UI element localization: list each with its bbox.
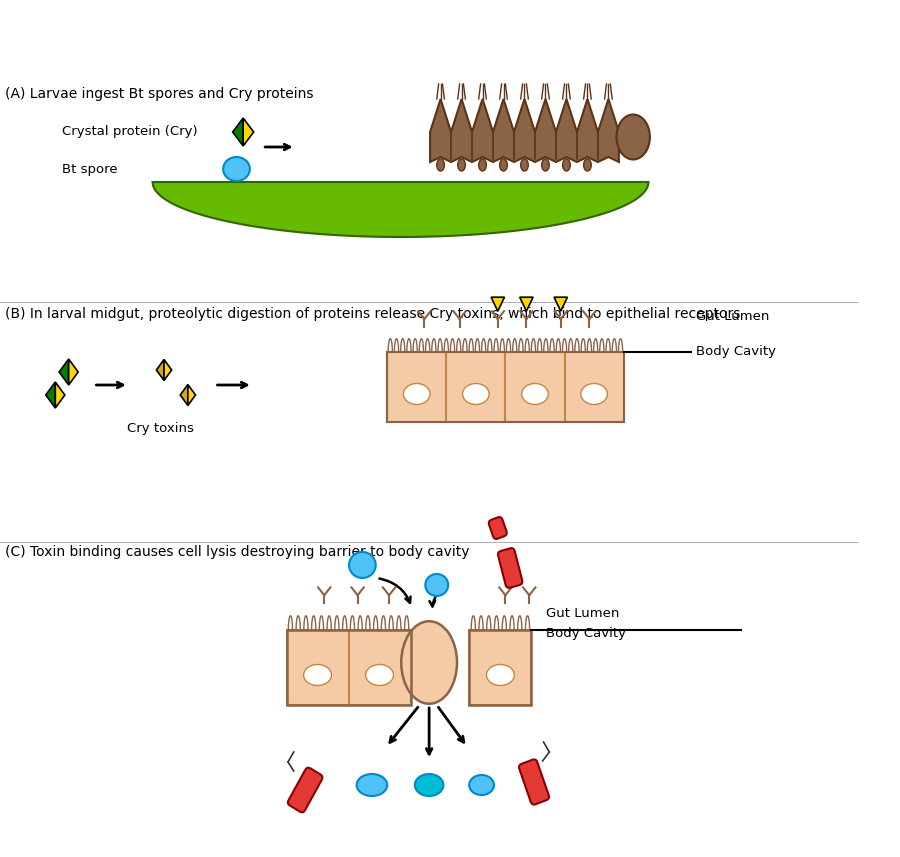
Ellipse shape	[401, 621, 457, 704]
Ellipse shape	[580, 383, 608, 405]
Ellipse shape	[458, 159, 465, 171]
FancyBboxPatch shape	[348, 630, 410, 705]
Text: (A) Larvae ingest Bt spores and Cry proteins: (A) Larvae ingest Bt spores and Cry prot…	[4, 87, 313, 101]
Ellipse shape	[356, 774, 387, 796]
Text: Gut Lumen: Gut Lumen	[545, 607, 619, 620]
Ellipse shape	[542, 159, 549, 171]
Text: (B) In larval midgut, proteolytic digestion of proteins release Cry toxins, whic: (B) In larval midgut, proteolytic digest…	[4, 307, 740, 321]
FancyBboxPatch shape	[387, 352, 446, 422]
Ellipse shape	[487, 664, 515, 686]
Text: Bt spore: Bt spore	[62, 163, 118, 176]
Ellipse shape	[223, 157, 250, 181]
Text: Body Cavity: Body Cavity	[545, 627, 626, 640]
Ellipse shape	[521, 159, 528, 171]
FancyBboxPatch shape	[446, 352, 506, 422]
Ellipse shape	[463, 383, 490, 405]
Polygon shape	[188, 385, 195, 405]
Ellipse shape	[365, 664, 393, 686]
FancyBboxPatch shape	[288, 768, 322, 812]
Polygon shape	[164, 359, 172, 381]
Ellipse shape	[469, 775, 494, 795]
Ellipse shape	[500, 159, 508, 171]
Polygon shape	[243, 118, 254, 146]
Ellipse shape	[415, 774, 444, 796]
Ellipse shape	[583, 159, 591, 171]
Polygon shape	[157, 359, 164, 381]
Polygon shape	[55, 382, 65, 408]
Polygon shape	[430, 99, 619, 162]
FancyBboxPatch shape	[564, 352, 624, 422]
Text: (C) Toxin binding causes cell lysis destroying barrier to body cavity: (C) Toxin binding causes cell lysis dest…	[4, 545, 469, 559]
Polygon shape	[153, 182, 649, 237]
Ellipse shape	[522, 383, 548, 405]
FancyBboxPatch shape	[489, 517, 507, 539]
Ellipse shape	[349, 552, 375, 578]
FancyBboxPatch shape	[506, 352, 564, 422]
FancyBboxPatch shape	[498, 548, 522, 588]
Polygon shape	[519, 297, 533, 311]
FancyBboxPatch shape	[286, 630, 348, 705]
Polygon shape	[233, 118, 243, 146]
Ellipse shape	[562, 159, 571, 171]
FancyBboxPatch shape	[470, 630, 531, 705]
FancyBboxPatch shape	[519, 759, 549, 805]
Polygon shape	[46, 382, 55, 408]
Polygon shape	[180, 385, 188, 405]
Ellipse shape	[616, 115, 650, 159]
Ellipse shape	[426, 574, 448, 596]
Ellipse shape	[479, 159, 486, 171]
Ellipse shape	[403, 383, 430, 405]
Text: Gut Lumen: Gut Lumen	[696, 310, 770, 323]
Text: Cry toxins: Cry toxins	[127, 422, 194, 435]
Text: Body Cavity: Body Cavity	[696, 345, 776, 358]
Polygon shape	[59, 359, 68, 385]
Polygon shape	[68, 359, 78, 385]
Polygon shape	[554, 297, 567, 311]
Text: Crystal protein (Cry): Crystal protein (Cry)	[62, 125, 198, 139]
Polygon shape	[491, 297, 505, 311]
Ellipse shape	[436, 159, 445, 171]
Ellipse shape	[303, 664, 331, 686]
